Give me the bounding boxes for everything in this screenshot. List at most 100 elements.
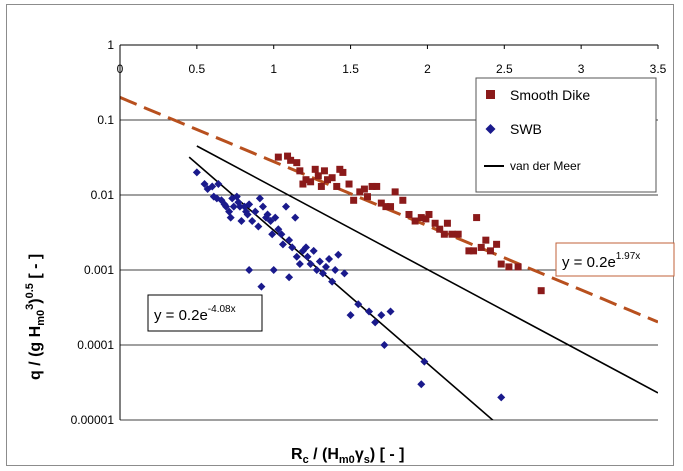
tick-labels: 1 0.1 0.01 0.001 0.0001 0.00001 0 0.5 1 1.5 2 2.5 3 3… — [71, 38, 667, 427]
van-der-meer-line — [196, 145, 658, 394]
point-swb — [303, 252, 312, 261]
point-swb — [254, 222, 263, 231]
point-swb — [274, 225, 283, 234]
point-swb — [309, 246, 318, 255]
point-swb — [277, 230, 286, 239]
point-swb — [334, 250, 343, 259]
x-tick-label: 0.5 — [189, 62, 206, 76]
point-smooth-dike — [373, 182, 381, 190]
point-swb — [340, 269, 349, 278]
point-smooth-dike — [493, 240, 501, 248]
point-swb — [291, 213, 300, 222]
x-tick-label: 3 — [578, 62, 585, 76]
point-swb — [318, 269, 327, 278]
point-swb — [420, 357, 429, 366]
point-smooth-dike — [287, 156, 295, 164]
x-tick-label: 2 — [424, 62, 431, 76]
point-swb — [258, 202, 267, 211]
y-tick-label: 0.00001 — [71, 413, 115, 427]
point-smooth-dike — [405, 210, 413, 218]
point-swb — [251, 207, 260, 216]
point-swb — [192, 168, 201, 177]
data-points — [192, 152, 545, 402]
point-swb — [312, 266, 321, 274]
point-smooth-dike — [317, 182, 325, 190]
y-tick-label: 0.01 — [91, 188, 115, 202]
point-smooth-dike — [454, 230, 462, 238]
point-swb — [245, 266, 254, 274]
point-smooth-dike — [274, 153, 282, 161]
point-swb — [237, 217, 246, 226]
legend: Smooth Dike SWB van der Meer — [475, 77, 657, 193]
point-smooth-dike — [391, 188, 399, 196]
point-smooth-dike — [486, 247, 494, 255]
y-tick-label: 1 — [107, 38, 114, 52]
point-swb — [292, 252, 301, 261]
annotation-swb-equation: y = 0.2e-4.08x — [147, 294, 263, 332]
point-smooth-dike — [363, 193, 371, 201]
point-smooth-dike — [328, 174, 336, 182]
point-smooth-dike — [377, 199, 385, 207]
x-tick-label: 0 — [117, 62, 124, 76]
svg-text:y = 0.2e-4.08x: y = 0.2e-4.08x — [154, 304, 236, 324]
point-swb — [278, 240, 287, 249]
point-smooth-dike — [360, 185, 368, 193]
point-swb — [263, 210, 272, 219]
point-swb — [285, 273, 294, 282]
point-swb — [285, 236, 294, 245]
point-swb — [200, 180, 209, 189]
point-smooth-dike — [382, 203, 390, 211]
point-swb — [380, 341, 389, 349]
point-swb — [225, 207, 234, 216]
point-smooth-dike — [299, 180, 307, 188]
point-smooth-dike — [465, 247, 473, 255]
point-smooth-dike — [350, 196, 358, 204]
point-smooth-dike — [440, 230, 448, 238]
point-smooth-dike — [497, 260, 505, 268]
point-swb — [331, 266, 340, 274]
point-smooth-dike — [302, 176, 310, 184]
point-swb — [255, 194, 264, 203]
point-swb — [245, 200, 254, 209]
axes — [119, 44, 659, 420]
point-swb — [371, 318, 380, 327]
legend-box — [475, 77, 657, 193]
point-smooth-dike — [514, 263, 522, 271]
point-swb — [497, 393, 506, 402]
point-smooth-dike — [399, 196, 407, 204]
point-smooth-dike — [477, 243, 485, 251]
svg-text:y = 0.2e1.97x: y = 0.2e1.97x — [562, 251, 640, 271]
point-smooth-dike — [296, 167, 304, 175]
point-smooth-dike — [422, 215, 430, 223]
point-smooth-dike — [293, 159, 301, 167]
annotation-swb-sup: -4.08x — [208, 304, 236, 315]
point-swb — [243, 210, 252, 219]
point-smooth-dike — [411, 217, 419, 225]
point-swb — [235, 202, 244, 211]
point-swb — [222, 202, 231, 211]
point-smooth-dike — [368, 182, 376, 190]
point-swb — [214, 180, 223, 189]
point-swb — [226, 213, 235, 222]
point-swb — [321, 262, 330, 271]
point-smooth-dike — [505, 263, 513, 271]
point-smooth-dike — [470, 247, 478, 255]
point-swb — [257, 282, 266, 291]
point-smooth-dike — [333, 182, 341, 190]
point-swb — [417, 380, 426, 389]
point-swb — [386, 307, 395, 316]
point-swb — [288, 243, 297, 252]
point-swb — [248, 217, 257, 226]
point-smooth-dike — [324, 176, 332, 184]
point-smooth-dike — [482, 236, 490, 244]
point-smooth-dike — [473, 214, 481, 222]
legend-marker-swb — [485, 124, 496, 134]
x-tick-label: 2.5 — [496, 62, 513, 76]
point-smooth-dike — [443, 219, 451, 227]
point-smooth-dike — [307, 178, 315, 186]
point-smooth-dike — [537, 287, 545, 295]
point-swb — [295, 260, 304, 269]
point-swb — [271, 213, 280, 222]
point-smooth-dike — [345, 180, 353, 188]
